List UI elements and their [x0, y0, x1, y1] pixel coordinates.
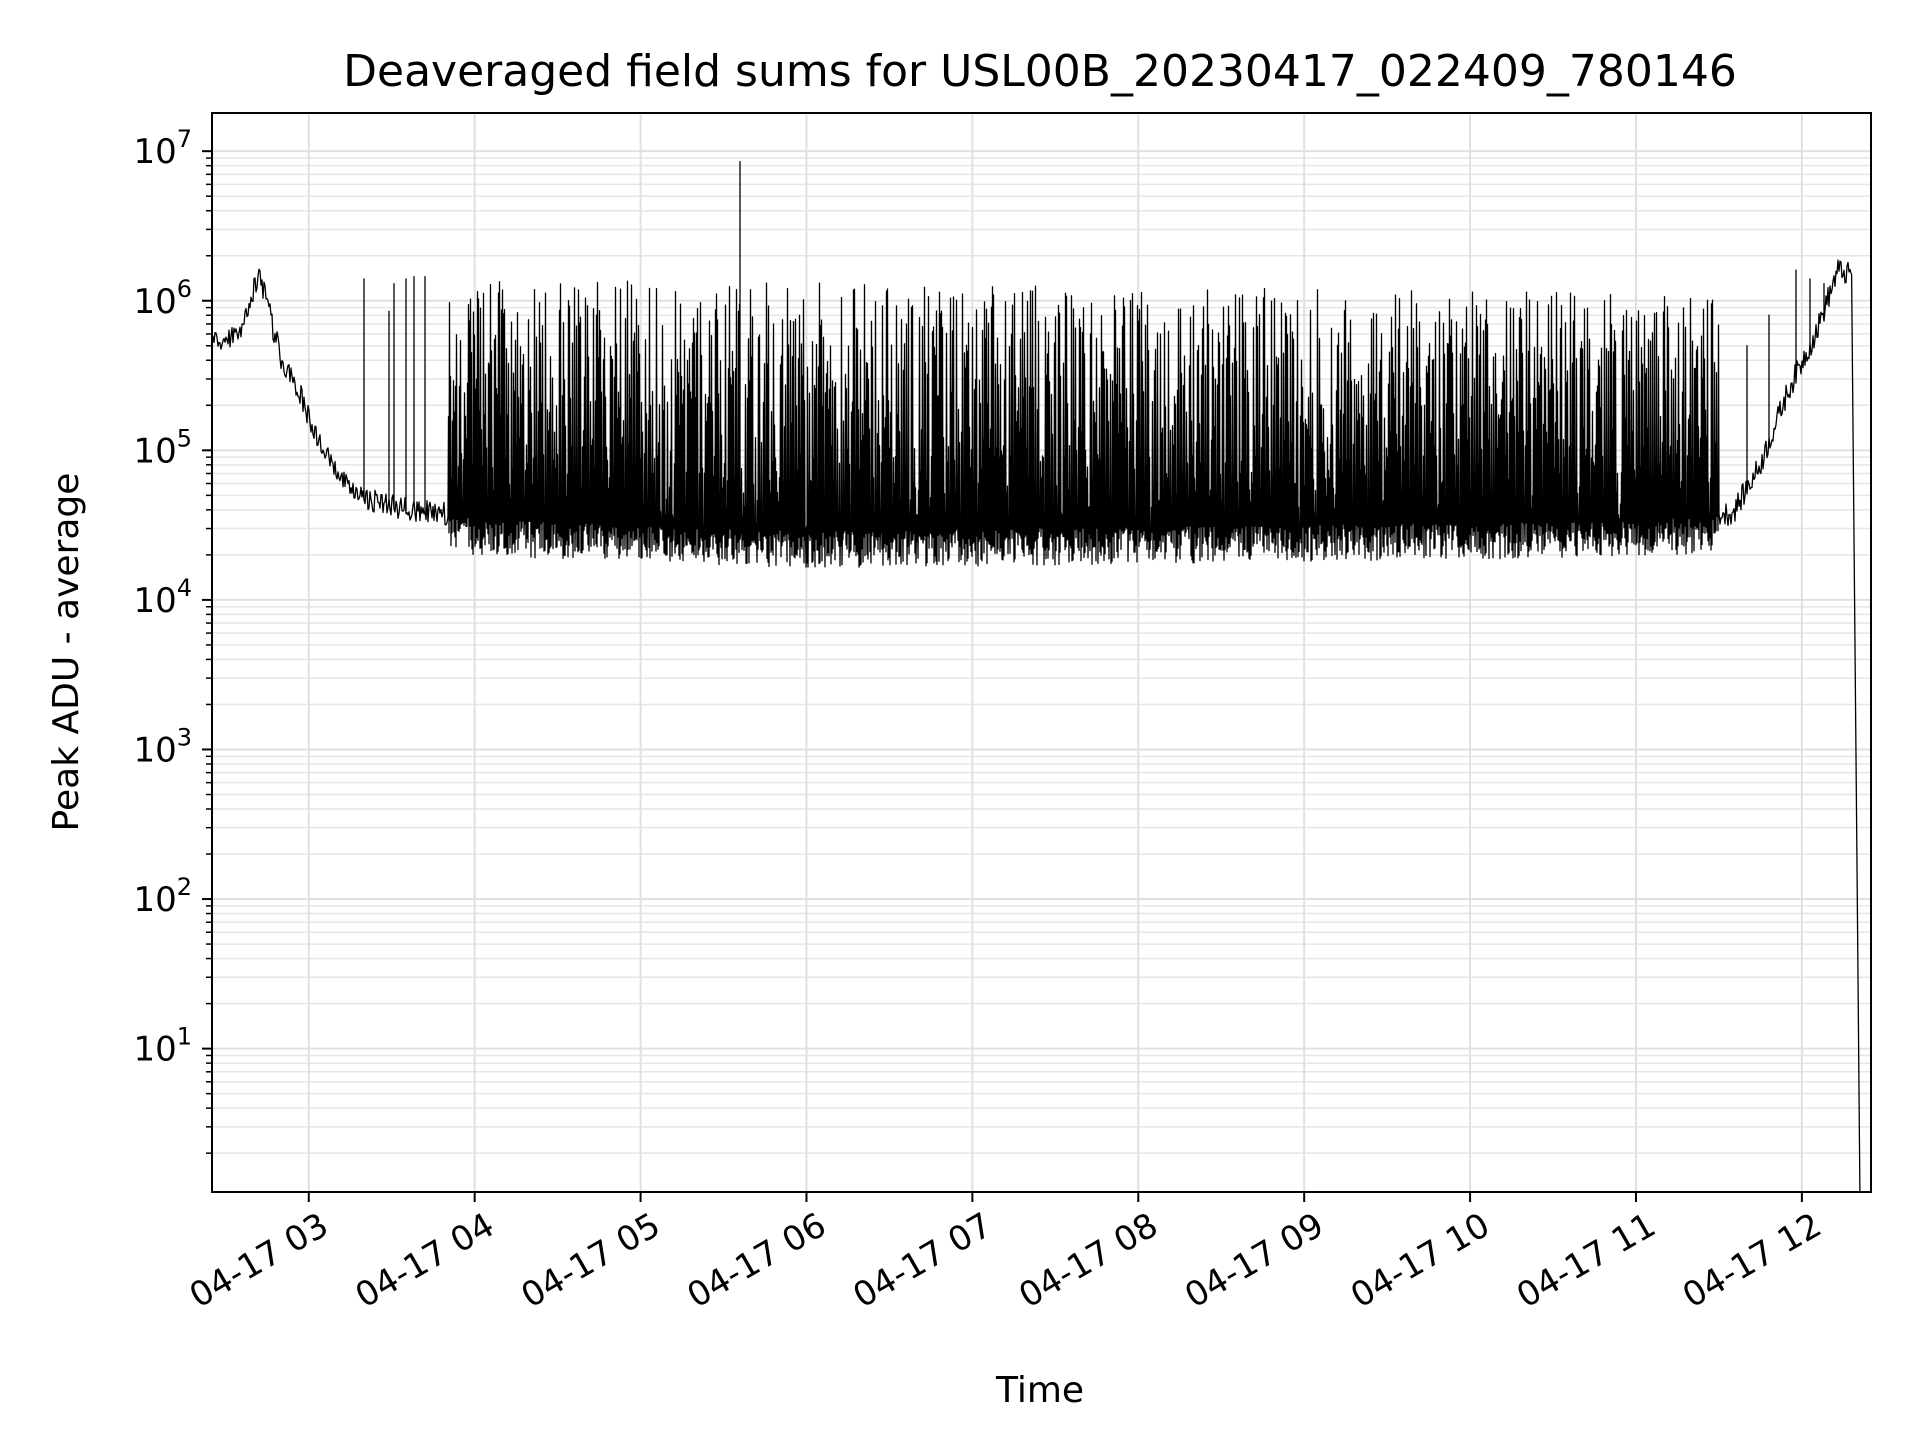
series-line: [211, 161, 1861, 1193]
chart-title: Deaveraged field sums for USL00B_2023041…: [343, 46, 1737, 97]
y-tick-label: 103: [133, 723, 192, 770]
y-tick-label: 106: [133, 275, 192, 322]
y-axis-ticks: 101 102 103 104 105 106 107: [133, 125, 212, 1154]
x-axis-label: Time: [995, 1370, 1084, 1411]
y-tick-label: 105: [133, 424, 192, 471]
y-tick-label: 101: [133, 1023, 192, 1070]
y-tick-label: 107: [133, 125, 192, 172]
y-tick-label: 102: [133, 873, 192, 920]
y-axis-label: Peak ADU - average: [46, 473, 87, 832]
y-tick-label: 104: [133, 574, 192, 621]
plot-frame: [211, 112, 1872, 1193]
data-series: [211, 161, 1861, 1193]
